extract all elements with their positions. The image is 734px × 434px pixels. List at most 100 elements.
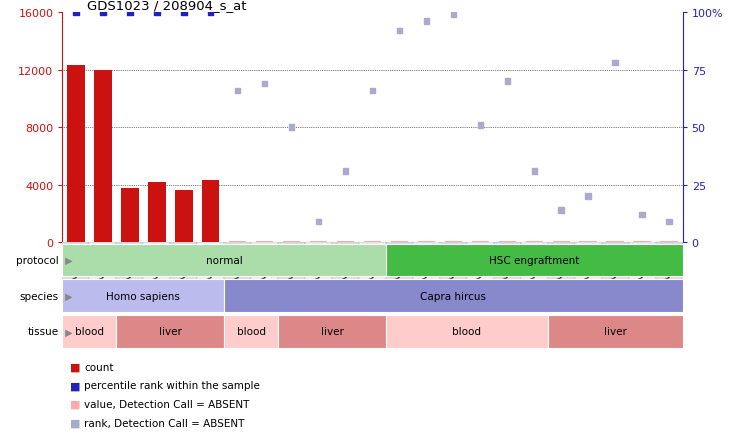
Bar: [229, 241, 247, 243]
Bar: [633, 242, 651, 243]
Point: [448, 12, 459, 19]
Bar: [224, 315, 278, 348]
Point: [70, 10, 81, 16]
Bar: [418, 242, 435, 243]
Text: GSM31089: GSM31089: [638, 245, 647, 290]
Text: GSM31077: GSM31077: [395, 245, 404, 291]
Text: GSM31085: GSM31085: [476, 245, 485, 290]
Text: GSM31059: GSM31059: [71, 245, 81, 290]
Text: GSM31060: GSM31060: [126, 245, 134, 290]
Bar: [175, 191, 192, 243]
Text: GSM31078: GSM31078: [422, 245, 431, 291]
Bar: [251, 243, 278, 293]
Text: liver: liver: [159, 327, 182, 336]
Bar: [386, 244, 683, 277]
Point: [97, 10, 109, 16]
Text: GSM31064: GSM31064: [179, 245, 188, 290]
Point: [286, 124, 297, 131]
Bar: [197, 243, 224, 293]
Text: GSM31079: GSM31079: [449, 245, 458, 290]
Text: ■: ■: [70, 399, 80, 409]
Bar: [575, 243, 602, 293]
Text: protocol: protocol: [16, 256, 59, 265]
Bar: [62, 315, 116, 348]
Point: [366, 88, 379, 95]
Point: [501, 79, 513, 85]
Text: liver: liver: [321, 327, 344, 336]
Point: [124, 10, 136, 16]
Bar: [526, 242, 543, 243]
Text: GSM31063: GSM31063: [98, 245, 107, 291]
Bar: [359, 243, 386, 293]
Point: [205, 10, 217, 16]
Bar: [413, 243, 440, 293]
Text: GSM31091: GSM31091: [530, 245, 539, 290]
Point: [474, 122, 486, 129]
Bar: [494, 243, 521, 293]
Text: rank, Detection Call = ABSENT: rank, Detection Call = ABSENT: [84, 418, 244, 427]
Point: [151, 10, 163, 16]
Text: GSM31082: GSM31082: [584, 245, 593, 290]
Text: ▶: ▶: [62, 256, 72, 265]
Bar: [148, 182, 166, 243]
Text: Capra hircus: Capra hircus: [421, 291, 487, 301]
Bar: [224, 279, 683, 312]
Text: blood: blood: [75, 327, 103, 336]
Point: [313, 218, 324, 225]
Bar: [121, 188, 139, 243]
Text: ▶: ▶: [62, 327, 72, 336]
Bar: [364, 242, 381, 243]
Text: Homo sapiens: Homo sapiens: [106, 291, 181, 301]
Text: ■: ■: [70, 418, 80, 427]
Bar: [62, 244, 386, 277]
Text: GSM31080: GSM31080: [557, 245, 566, 290]
Text: tissue: tissue: [28, 327, 59, 336]
Point: [582, 193, 594, 200]
Bar: [116, 243, 143, 293]
Bar: [521, 243, 548, 293]
Bar: [386, 243, 413, 293]
Bar: [655, 243, 683, 293]
Bar: [445, 242, 462, 243]
Text: GSM31070: GSM31070: [287, 245, 296, 290]
Text: ▶: ▶: [62, 291, 72, 301]
Bar: [256, 242, 273, 243]
Bar: [386, 315, 548, 348]
Text: GSM31067: GSM31067: [206, 245, 215, 291]
Bar: [472, 242, 489, 243]
Point: [636, 212, 648, 219]
Bar: [337, 242, 355, 243]
Text: GSM31061: GSM31061: [152, 245, 161, 290]
Point: [609, 60, 621, 67]
Bar: [116, 315, 224, 348]
Bar: [548, 315, 683, 348]
Text: species: species: [20, 291, 59, 301]
Text: liver: liver: [604, 327, 627, 336]
Bar: [90, 243, 116, 293]
Text: HSC engraftment: HSC engraftment: [489, 256, 579, 265]
Bar: [94, 70, 112, 243]
Bar: [606, 242, 624, 243]
Bar: [170, 243, 197, 293]
Point: [178, 10, 189, 16]
Text: ■: ■: [70, 362, 80, 372]
Text: GSM31090: GSM31090: [664, 245, 674, 290]
Point: [664, 218, 675, 225]
Bar: [661, 242, 678, 243]
Text: GSM31073: GSM31073: [341, 245, 350, 291]
Bar: [498, 242, 516, 243]
Bar: [310, 242, 327, 243]
Bar: [278, 243, 305, 293]
Point: [528, 168, 540, 175]
Bar: [305, 243, 332, 293]
Bar: [143, 243, 170, 293]
Point: [232, 88, 244, 95]
Point: [259, 81, 271, 88]
Text: count: count: [84, 362, 114, 372]
Point: [340, 168, 352, 175]
Text: blood: blood: [236, 327, 266, 336]
Text: GSM31086: GSM31086: [503, 245, 512, 291]
Text: GSM31075: GSM31075: [368, 245, 377, 290]
Bar: [332, 243, 359, 293]
Bar: [224, 243, 251, 293]
